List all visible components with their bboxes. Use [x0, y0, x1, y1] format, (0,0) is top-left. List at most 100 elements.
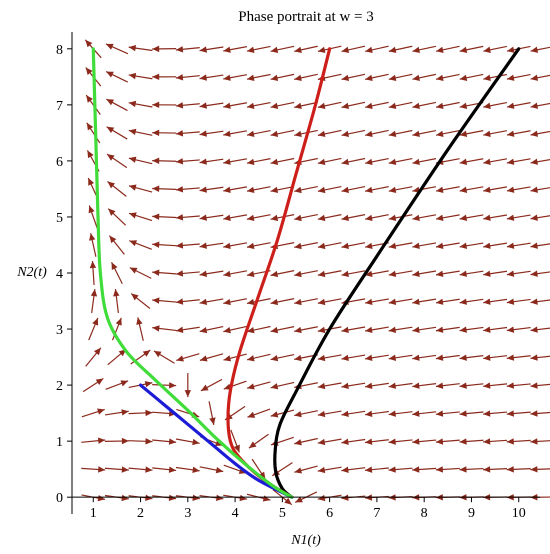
field-arrow	[128, 184, 153, 193]
field-arrow	[246, 353, 271, 362]
field-arrow	[152, 466, 177, 473]
field-arrow	[199, 102, 224, 109]
field-arrow	[246, 73, 271, 81]
field-arrow	[459, 298, 484, 305]
field-arrow	[128, 466, 153, 473]
field-arrow	[459, 466, 484, 473]
field-arrow	[435, 73, 460, 81]
field-arrow	[317, 298, 342, 306]
trajectories	[91, 47, 521, 499]
field-arrow	[294, 410, 318, 418]
field-arrow	[483, 186, 508, 193]
field-arrow	[105, 380, 129, 390]
field-arrow	[175, 214, 200, 221]
field-arrow	[294, 326, 318, 334]
field-arrow	[199, 186, 224, 193]
x-tick-label: 8	[421, 506, 428, 521]
field-arrow	[459, 438, 484, 445]
field-arrow	[294, 437, 318, 446]
field-arrow	[129, 240, 152, 250]
field-arrow	[108, 235, 125, 255]
field-arrow	[175, 74, 200, 81]
field-arrow	[81, 437, 106, 444]
field-arrow	[81, 466, 106, 473]
field-arrow	[294, 129, 318, 138]
y-tick-label: 2	[56, 379, 63, 394]
field-arrow	[88, 317, 99, 341]
field-arrow	[270, 270, 295, 278]
field-arrow	[223, 130, 248, 137]
field-arrow	[199, 74, 224, 81]
field-arrow	[230, 429, 240, 453]
field-arrow	[506, 130, 531, 137]
field-arrow	[388, 326, 413, 333]
field-arrow	[341, 45, 366, 54]
field-arrow	[199, 325, 224, 334]
field-arrow	[175, 186, 200, 193]
field-arrow	[506, 242, 531, 249]
field-arrow	[317, 214, 342, 222]
field-arrow	[530, 270, 550, 277]
field-arrow	[365, 186, 389, 194]
trajectory-1	[273, 47, 521, 499]
field-arrow	[294, 465, 318, 474]
field-arrow	[89, 260, 97, 286]
field-arrow	[246, 242, 271, 250]
field-arrow	[412, 101, 437, 110]
x-tick-label: 3	[184, 506, 191, 521]
y-tick-label: 3	[56, 323, 63, 338]
field-arrow	[317, 466, 342, 474]
field-arrow	[294, 101, 318, 110]
field-arrow	[128, 72, 153, 80]
field-arrow	[88, 205, 98, 229]
field-arrow	[506, 214, 531, 221]
field-arrow	[459, 130, 484, 137]
field-arrow	[152, 129, 177, 137]
field-arrow	[317, 438, 342, 446]
field-arrow	[176, 353, 200, 362]
field-arrow	[483, 410, 508, 417]
field-arrow	[317, 129, 342, 138]
field-arrow	[152, 241, 177, 248]
field-arrow	[223, 353, 247, 362]
field-arrow	[341, 410, 366, 418]
field-arrow	[199, 158, 224, 165]
field-arrow	[317, 354, 342, 362]
field-arrow	[388, 186, 413, 194]
field-arrow	[388, 214, 413, 222]
field-arrow	[435, 410, 460, 417]
field-arrow	[104, 494, 129, 502]
field-arrow	[86, 122, 101, 144]
field-arrow	[317, 157, 342, 166]
field-arrow	[459, 410, 484, 417]
y-tick-label: 4	[56, 267, 63, 282]
field-arrow	[435, 129, 460, 137]
field-arrow	[113, 289, 120, 314]
field-arrow	[459, 270, 484, 277]
field-arrow	[129, 267, 152, 279]
field-arrow	[365, 129, 389, 138]
field-arrow	[435, 186, 460, 193]
field-arrow	[388, 157, 413, 166]
field-arrow	[341, 129, 366, 138]
field-arrow	[223, 325, 247, 334]
field-arrow	[506, 270, 531, 277]
field-arrow	[388, 354, 413, 361]
field-arrow	[364, 326, 389, 334]
field-arrow	[506, 382, 531, 389]
field-arrow	[104, 409, 129, 416]
field-arrow	[412, 214, 437, 221]
field-arrow	[412, 354, 437, 361]
field-arrow	[104, 437, 129, 445]
field-arrow	[483, 101, 507, 109]
field-arrow	[175, 326, 200, 333]
x-tick-label: 1	[90, 506, 97, 521]
field-arrow	[90, 289, 98, 313]
field-arrow	[223, 380, 247, 390]
field-arrow	[294, 242, 318, 250]
x-tick-label: 4	[232, 506, 239, 521]
field-arrow	[294, 45, 318, 54]
field-arrow	[506, 102, 531, 109]
field-arrow	[85, 347, 102, 367]
field-arrow	[435, 298, 460, 305]
